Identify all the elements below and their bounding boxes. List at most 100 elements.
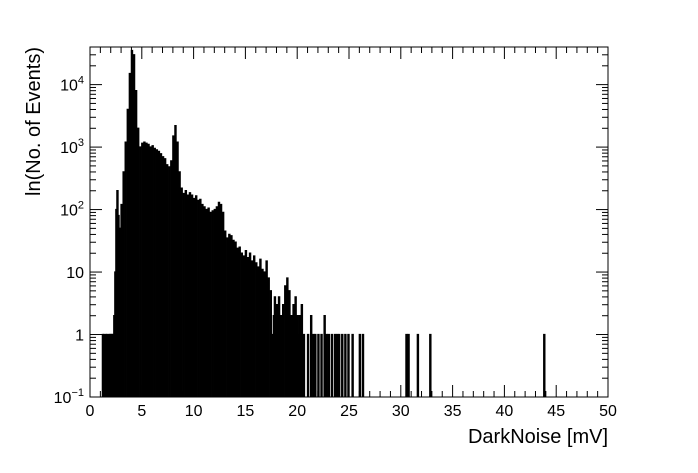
x-tick-label: 30	[392, 403, 410, 420]
y-tick-label: 103	[60, 137, 84, 157]
histogram-bin	[190, 194, 194, 397]
y-axis-title: ln(No. of Events)	[23, 47, 45, 196]
axis-ticks	[89, 46, 609, 398]
histogram-bin	[240, 252, 243, 397]
histogram-bin	[306, 333, 310, 397]
histogram-bin	[309, 315, 313, 397]
histogram-bin	[172, 135, 175, 397]
histogram-bin	[232, 239, 235, 397]
histogram-bin	[284, 285, 287, 397]
x-tick-label: 10	[185, 403, 203, 420]
histogram-bin	[199, 198, 202, 397]
histogram-bin	[130, 49, 134, 397]
histogram-bin	[407, 333, 410, 397]
histogram-bin	[416, 333, 420, 397]
histogram-bin	[186, 194, 190, 397]
histogram-bin	[323, 315, 326, 397]
histogram-bin	[246, 256, 250, 397]
x-tick-label: 5	[137, 403, 146, 420]
histogram-bin	[335, 333, 339, 397]
histogram-bin	[176, 141, 179, 397]
histogram-bin	[124, 141, 127, 397]
histogram-bin	[294, 296, 297, 397]
histogram-bin	[203, 206, 206, 397]
histogram-bin	[238, 246, 241, 397]
histogram-bin	[194, 195, 198, 397]
histogram-bin	[161, 156, 165, 397]
histogram-bin	[358, 333, 362, 397]
histogram-bin	[325, 333, 328, 397]
histogram-bin	[347, 333, 350, 397]
histogram-bin	[159, 153, 163, 397]
histogram-bin	[337, 333, 341, 397]
x-tick-label: 20	[288, 403, 306, 420]
histogram-bin	[228, 233, 231, 397]
histogram-bin	[263, 271, 266, 397]
histogram-bin	[255, 262, 258, 397]
histogram-bin	[252, 255, 256, 397]
histogram-bin	[120, 203, 123, 397]
histogram-bin	[298, 315, 302, 397]
histogram-bin	[207, 207, 210, 397]
tick-labels: 0 5 10 15 20 25 30 35 40 45 50 10−1 1 10 102 103 104	[54, 75, 617, 420]
x-tick-label: 15	[237, 403, 255, 420]
histogram-bin	[139, 146, 142, 397]
histogram-bin	[153, 147, 156, 397]
histogram-bin	[145, 142, 148, 397]
histogram-bin	[330, 333, 334, 397]
histogram-bin	[221, 211, 225, 397]
histogram-bin	[136, 127, 140, 397]
histogram-bin	[188, 192, 192, 397]
x-tick-label: 0	[86, 403, 95, 420]
y-tick-label: 104	[60, 75, 84, 95]
histogram-bin	[174, 125, 177, 397]
x-axis-title: DarkNoise [mV]	[468, 426, 608, 448]
histogram-bin	[178, 171, 181, 397]
histogram-bin	[170, 160, 173, 397]
histogram-bin	[314, 333, 317, 397]
histogram-bin	[265, 260, 268, 397]
histogram-bin	[259, 258, 262, 397]
histogram-bars	[101, 49, 546, 397]
y-tick-label: 10−1	[54, 387, 84, 407]
histogram-bin	[282, 304, 285, 397]
histogram-bin	[244, 249, 248, 397]
histogram-bin	[429, 333, 432, 397]
histogram-bin	[180, 187, 183, 397]
histogram-bin	[267, 277, 270, 397]
histogram-bin	[134, 89, 138, 397]
x-tick-label: 50	[599, 403, 617, 420]
histogram-bin	[300, 304, 304, 397]
histogram-bin	[317, 333, 320, 397]
histogram-bin	[147, 143, 150, 397]
histogram-bin	[132, 54, 136, 397]
histogram-bin	[333, 333, 337, 397]
histogram-bin	[165, 164, 169, 397]
histogram-bin	[168, 166, 171, 397]
histogram-bin	[312, 333, 315, 397]
x-tick-label: 40	[496, 403, 514, 420]
histogram-bin	[155, 149, 159, 397]
histogram-bin	[143, 141, 146, 397]
x-tick-label: 25	[340, 403, 358, 420]
histogram-bin	[184, 190, 188, 397]
histogram-bin	[105, 333, 109, 397]
histogram-bin	[257, 266, 260, 397]
histogram-bin	[217, 201, 221, 397]
histogram-bin	[277, 296, 281, 397]
histogram-bin	[273, 296, 277, 397]
histogram-bin	[205, 208, 208, 397]
histogram-bin	[157, 150, 161, 397]
histogram-bin	[292, 304, 295, 397]
histogram-bin	[248, 252, 252, 397]
histogram-bin	[302, 333, 306, 397]
x-tick-label: 35	[444, 403, 462, 420]
histogram-bin	[126, 108, 130, 397]
histogram-bin	[288, 290, 291, 397]
histogram-bin	[405, 333, 408, 397]
histogram-bin	[361, 333, 365, 397]
y-tick-label: 1	[75, 328, 84, 345]
histogram-bin	[269, 290, 272, 397]
histogram-bin	[201, 203, 204, 397]
